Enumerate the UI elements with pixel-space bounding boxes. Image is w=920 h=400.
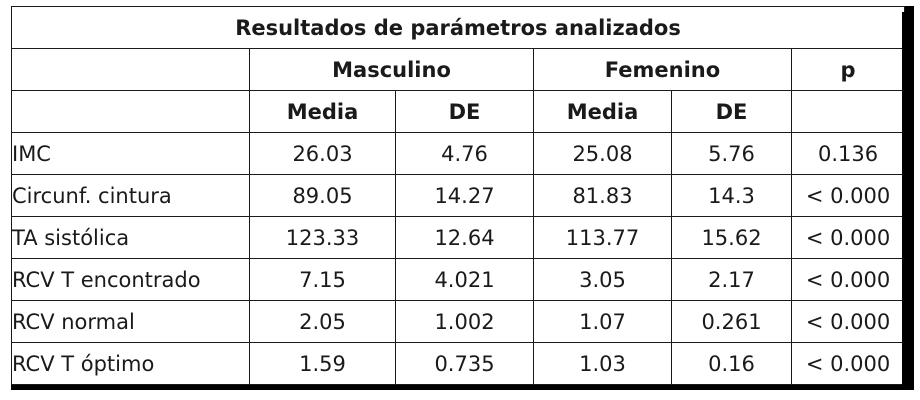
female-sd-cell: 2.17 [671, 258, 792, 301]
table-row: Circunf. cintura 89.05 14.27 81.83 14.3 … [11, 174, 906, 217]
p-value-cell: < 0.000 [790, 300, 906, 343]
row-label: Circunf. cintura [11, 174, 250, 217]
group-header-row: Masculino Femenino p [11, 48, 906, 91]
row-label: RCV normal [11, 300, 250, 343]
row-label: RCV T óptimo [11, 342, 250, 385]
male-sd-cell: 12.64 [395, 216, 534, 259]
p-value-cell: 0.136 [790, 132, 906, 175]
male-mean-cell: 1.59 [249, 342, 396, 385]
row-label: RCV T encontrado [11, 258, 250, 301]
p-value-cell: < 0.000 [790, 216, 906, 259]
p-value-cell: < 0.000 [790, 174, 906, 217]
table-row: RCV T encontrado 7.15 4.021 3.05 2.17 < … [11, 258, 906, 301]
subheader-row: Media DE Media DE [11, 90, 906, 133]
group-female-header: Femenino [533, 48, 792, 91]
table-frame: Resultados de parámetros analizados Masc… [10, 6, 914, 390]
female-mean-cell: 81.83 [533, 174, 672, 217]
female-mean-cell: 25.08 [533, 132, 672, 175]
results-table: Resultados de parámetros analizados Masc… [10, 6, 906, 385]
male-mean-cell: 26.03 [249, 132, 396, 175]
male-mean-cell: 2.05 [249, 300, 396, 343]
female-mean-cell: 3.05 [533, 258, 672, 301]
row-label: IMC [11, 132, 250, 175]
male-sd-header: DE [395, 90, 534, 133]
row-label: TA sistólica [11, 216, 250, 259]
female-mean-cell: 1.03 [533, 342, 672, 385]
table-row: TA sistólica 123.33 12.64 113.77 15.62 <… [11, 216, 906, 259]
table-row: RCV normal 2.05 1.002 1.07 0.261 < 0.000 [11, 300, 906, 343]
female-sd-cell: 0.261 [671, 300, 792, 343]
table-title: Resultados de parámetros analizados [10, 6, 906, 49]
female-mean-cell: 1.07 [533, 300, 672, 343]
male-sd-cell: 1.002 [395, 300, 534, 343]
male-mean-header: Media [249, 90, 396, 133]
male-mean-cell: 123.33 [249, 216, 396, 259]
male-mean-cell: 89.05 [249, 174, 396, 217]
empty-header-cell [11, 48, 250, 91]
female-sd-cell: 5.76 [671, 132, 792, 175]
male-sd-cell: 4.76 [395, 132, 534, 175]
p-value-cell: < 0.000 [790, 258, 906, 301]
female-mean-header: Media [533, 90, 672, 133]
female-sd-cell: 14.3 [671, 174, 792, 217]
male-sd-cell: 14.27 [395, 174, 534, 217]
empty-subheader-cell [11, 90, 250, 133]
table-row: IMC 26.03 4.76 25.08 5.76 0.136 [11, 132, 906, 175]
table-row: RCV T óptimo 1.59 0.735 1.03 0.16 < 0.00… [11, 342, 906, 385]
group-male-header: Masculino [249, 48, 534, 91]
male-sd-cell: 0.735 [395, 342, 534, 385]
female-sd-header: DE [671, 90, 792, 133]
p-value-cell: < 0.000 [790, 342, 906, 385]
empty-p-subheader-cell [790, 90, 906, 133]
female-mean-cell: 113.77 [533, 216, 672, 259]
p-header: p [790, 48, 906, 91]
male-mean-cell: 7.15 [249, 258, 396, 301]
female-sd-cell: 0.16 [671, 342, 792, 385]
male-sd-cell: 4.021 [395, 258, 534, 301]
female-sd-cell: 15.62 [671, 216, 792, 259]
title-row: Resultados de parámetros analizados [10, 6, 906, 49]
